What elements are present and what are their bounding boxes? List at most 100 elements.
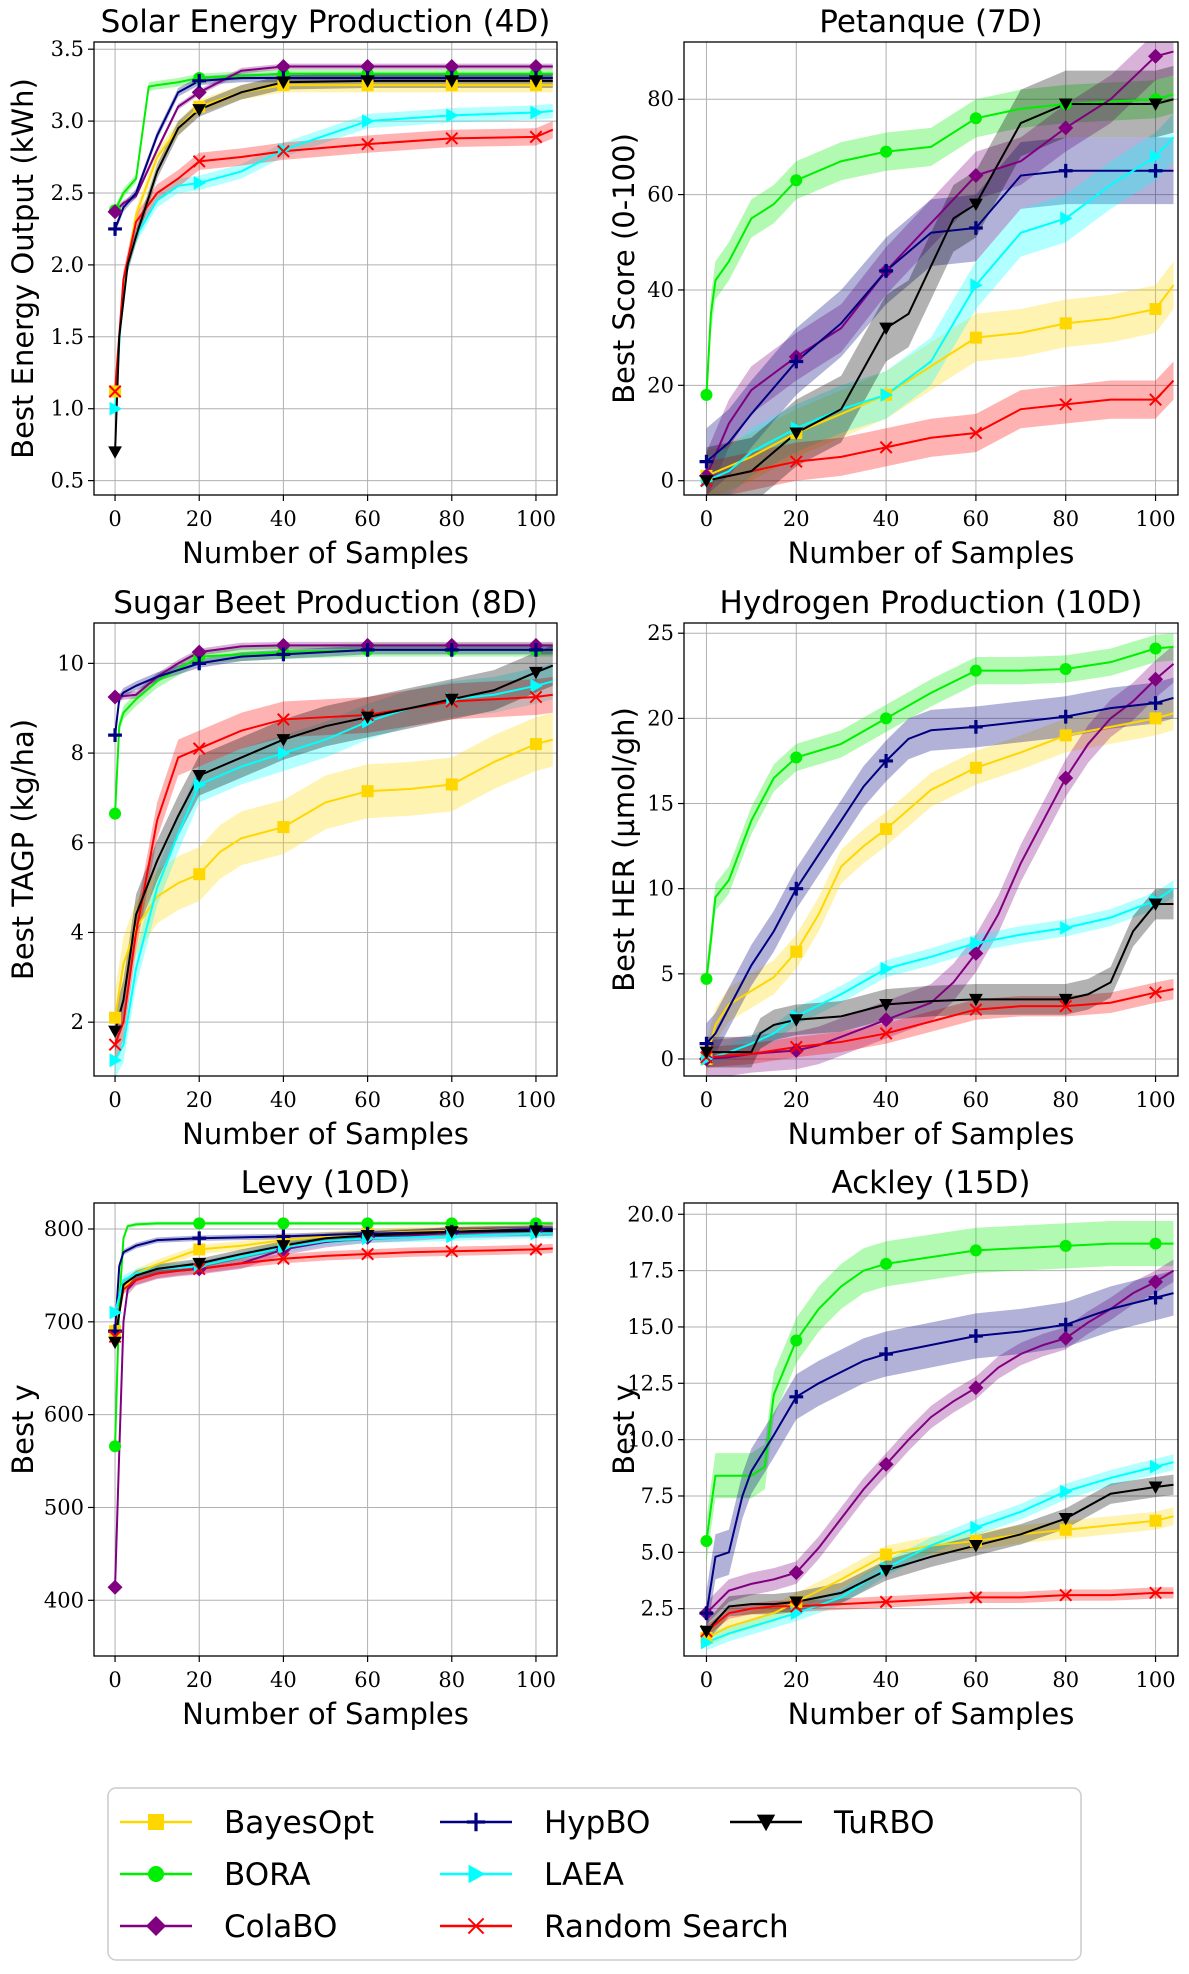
series-line-hypbo: [114, 648, 553, 736]
band-bayesopt: [706, 1507, 1174, 1647]
legend-label: BayesOpt: [224, 1805, 374, 1841]
marker-bayesopt: [880, 1548, 893, 1561]
legend-item-hypbo: HypBO: [440, 1805, 650, 1841]
y-tick-label: 0.5: [51, 469, 84, 493]
plot-area: [698, 42, 1175, 495]
marker-hypbo: [1148, 163, 1163, 178]
marker-laea: [109, 1053, 122, 1068]
marker-turbo: [192, 104, 207, 117]
legend-label: ColaBO: [224, 1909, 337, 1945]
series-line-bayesopt: [706, 1515, 1174, 1639]
marker-colabo: [1148, 48, 1164, 64]
legend-item-random-search: Random Search: [440, 1909, 789, 1945]
marker-random-search: [1059, 397, 1073, 411]
band-random-search: [706, 978, 1174, 1068]
marker-bayesopt: [790, 945, 803, 958]
chart-panel-ackley-15d: 0 20 40 60 80 100 2.5 5.0 7.5 10.0 12.5 15.0 17.5 20.…: [607, 1165, 1179, 1731]
marker-hypbo: [276, 647, 291, 662]
marker-colabo: [1148, 671, 1164, 687]
marker-bayesopt: [1059, 1523, 1072, 1536]
y-tick-label: 800: [44, 1217, 84, 1241]
marker-hypbo: [879, 263, 893, 278]
y-tick-label: 40: [647, 278, 674, 302]
marker-random-search: [529, 690, 543, 704]
chart-title: Petanque (7D): [819, 4, 1043, 40]
marker-colabo: [1148, 1274, 1164, 1290]
marker-colabo: [275, 58, 291, 74]
legend-marker-bayesopt: [148, 1814, 164, 1830]
axes-frame: [93, 1202, 558, 1657]
marker-hypbo: [969, 221, 983, 235]
band-random-search: [706, 1587, 1174, 1637]
marker-bayesopt: [1149, 303, 1162, 316]
y-tick-label: 17.5: [627, 1259, 674, 1283]
marker-hypbo: [699, 454, 714, 469]
axes-frame: [683, 1202, 1179, 1657]
x-tick-label: 100: [516, 1668, 556, 1692]
series-line-laea: [706, 1461, 1174, 1644]
marker-bora: [880, 145, 893, 158]
marker-colabo: [107, 204, 123, 220]
marker-bora: [700, 972, 713, 985]
x-tick-label: 80: [1052, 1668, 1079, 1692]
marker-hypbo: [789, 354, 804, 369]
series-line-colabo: [114, 65, 553, 213]
marker-laea: [109, 1305, 122, 1320]
chart-title: Hydrogen Production (10D): [720, 585, 1143, 621]
marker-turbo: [1148, 898, 1163, 911]
marker-turbo: [789, 1596, 804, 1609]
marker-bayesopt: [529, 738, 542, 751]
band-random-search: [115, 121, 553, 401]
x-tick-label: 20: [783, 1088, 810, 1112]
marker-random-search: [1149, 1586, 1162, 1600]
band-colabo: [115, 1224, 553, 1593]
marker-hypbo: [879, 1347, 893, 1361]
band-laea: [115, 1228, 553, 1318]
x-tick-label: 60: [963, 1088, 990, 1112]
marker-random-search: [1059, 1588, 1073, 1602]
marker-colabo: [444, 58, 460, 74]
marker-bayesopt: [880, 823, 893, 836]
y-tick-label: 20: [647, 373, 674, 397]
marker-turbo: [969, 993, 983, 1007]
legend-label: LAEA: [544, 1857, 624, 1893]
x-tick-label: 0: [108, 1668, 121, 1692]
legend-frame: [107, 1787, 1082, 1961]
series-line-hypbo: [705, 696, 1174, 1045]
marker-turbo: [108, 1336, 122, 1350]
series-line-turbo: [706, 98, 1174, 482]
marker-colabo: [107, 689, 123, 705]
chart-title: Levy (10D): [241, 1165, 411, 1201]
band-colabo: [706, 42, 1174, 495]
marker-bora: [1149, 642, 1162, 655]
series-line-hypbo: [705, 169, 1174, 463]
series-line-bayesopt: [705, 712, 1174, 1060]
marker-laea: [880, 387, 893, 402]
marker-random-search: [192, 154, 206, 168]
axes-frame: [683, 41, 1179, 496]
y-tick-label: 60: [647, 183, 674, 207]
marker-hypbo: [108, 728, 122, 743]
series-line-bora: [114, 72, 553, 211]
series-line-colabo: [705, 1269, 1175, 1614]
marker-turbo: [969, 198, 983, 212]
marker-hypbo: [1058, 163, 1073, 178]
plot-area: [107, 58, 554, 460]
marker-bayesopt: [1059, 729, 1072, 742]
marker-turbo: [1058, 1513, 1073, 1526]
y-tick-label: 10.0: [627, 1428, 674, 1452]
marker-bora: [880, 712, 893, 725]
band-laea: [115, 663, 553, 1076]
plot-area: [698, 1221, 1175, 1651]
x-tick-label: 60: [963, 1668, 990, 1692]
band-bora: [706, 633, 1174, 993]
y-tick-label: 10: [647, 877, 674, 901]
axes-frame: [683, 622, 1179, 1077]
plot-area: [698, 633, 1175, 1076]
marker-turbo: [879, 1564, 893, 1578]
legend-label: BORA: [224, 1857, 311, 1893]
band-bora: [706, 1221, 1174, 1564]
y-tick-label: 1.0: [51, 397, 84, 421]
marker-bora: [790, 751, 803, 764]
